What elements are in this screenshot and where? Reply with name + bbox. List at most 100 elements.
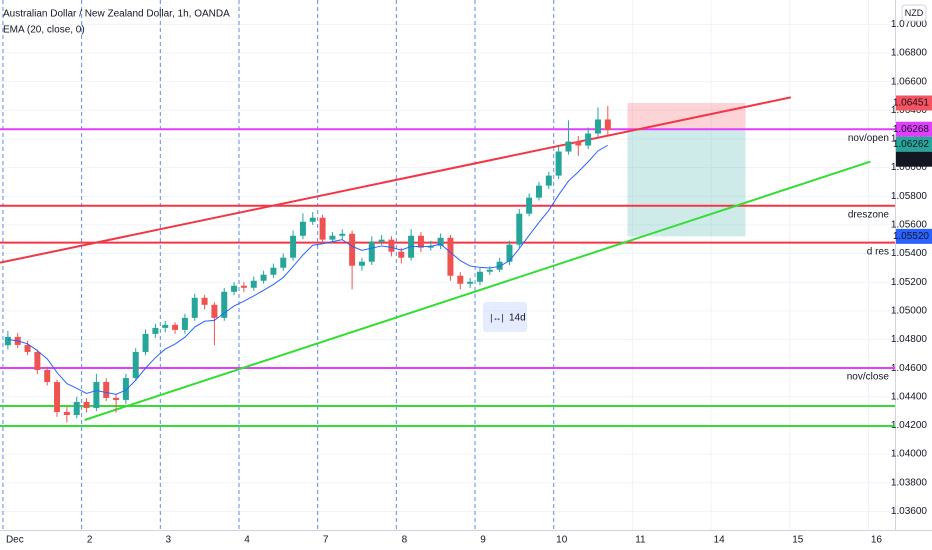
y-tick-label: 1.03800 [891,477,928,488]
candle-body [250,280,257,288]
candle-body [44,369,51,383]
candle-body [486,269,493,272]
candle-body [260,274,267,281]
y-tick-label: 1.06000 [891,162,928,173]
x-tick-label: 2 [87,535,93,546]
currency[interactable]: NZD [905,8,924,18]
candle-body [73,401,80,415]
y-tick-label: 1.07000 [891,19,928,30]
y-tick-label: 1.05000 [891,305,928,316]
candle-body [83,401,90,408]
ema-line [7,144,609,395]
candle-body [4,336,11,346]
trendline [0,96,791,264]
candle-body [290,235,297,258]
candle-body [358,261,365,266]
candle-body [516,213,523,245]
candle-body [526,197,533,214]
range-box [483,302,527,332]
candle-body [457,275,464,284]
candle-body [211,304,218,318]
candle-body [506,244,513,262]
candle-body [34,351,41,370]
candle-body [378,239,385,242]
candle-body [270,267,277,275]
candle-body [280,257,287,268]
y-tick-label: 1.05200 [891,277,928,288]
y-tick-label: 1.03600 [891,506,928,517]
x-tick-label: 3 [166,535,172,546]
price-label-box [896,95,932,111]
candle-body [299,221,306,236]
candle-body [240,285,247,288]
y-tick-label: 1.06800 [891,48,928,59]
candle-body [319,217,326,240]
range-icon: |↔| [490,312,504,322]
candle-body [496,261,503,270]
candle-body [221,291,228,318]
countdown-box [896,151,932,167]
price-label: 1.06262 [893,139,930,150]
candle-body [349,233,356,266]
range-label: 14d [509,313,526,324]
level-label: nov/close [847,372,890,383]
y-tick-label: 1.04200 [891,420,928,431]
x-tick-label: 9 [480,535,486,546]
candle-body [122,378,129,400]
level-label: nov/open [848,133,889,144]
y-tick-label: 1.05800 [891,191,928,202]
y-tick-label: 1.05600 [891,220,928,231]
candle-body [594,119,601,134]
candle-body [398,251,405,258]
price-label-box [896,121,932,137]
x-tick-label: 16 [871,535,883,546]
trendline [84,160,871,421]
y-tick-label: 1.06600 [891,76,928,87]
candle-body [476,271,483,282]
range-tool: |↔| 14d [483,302,527,332]
stop-zone [627,102,746,130]
price-label-box [896,136,932,152]
x-tick-label: 14 [714,535,726,546]
currency-button[interactable] [901,4,927,22]
y-tick-label: 1.04600 [891,363,928,374]
price-label: 1.06451 [893,98,930,109]
candle-body [93,382,100,408]
price-label: 1.05520 [893,231,930,242]
candle-body [555,151,562,176]
candle-body [447,237,454,276]
x-tick-label: 10 [556,535,568,546]
x-tick-label: 8 [402,535,408,546]
price-label-box [896,228,932,244]
candle-body [368,241,375,262]
candle-body [201,297,208,305]
target-zone [627,129,746,237]
candle-body [585,133,592,146]
y-tick-label: 1.04400 [891,391,928,402]
candle-body [388,239,395,252]
y-tick-label: 1.04800 [891,334,928,345]
x-tick-label: 4 [244,535,250,546]
level-label: d res [867,246,889,257]
chart-title: Australian Dollar / New Zealand Dollar, … [3,9,230,20]
candle-body [24,344,31,352]
candle-body [152,327,159,334]
candle-body [535,185,542,198]
candle-body [113,397,120,400]
candle-body [437,237,444,246]
candle-body [132,351,139,379]
x-tick-label: Dec [6,535,24,546]
candle-body [142,333,149,352]
candle-body [191,297,198,318]
candle-body [575,141,582,146]
candle-body [339,233,346,236]
candle-body [467,281,474,284]
x-tick-label: 15 [792,535,804,546]
candle-body [103,382,110,398]
candle-body [565,141,572,152]
candle-body [545,175,552,186]
candle-body [162,324,169,328]
x-tick-label: 7 [323,535,329,546]
level-label: dreszone [848,209,890,220]
